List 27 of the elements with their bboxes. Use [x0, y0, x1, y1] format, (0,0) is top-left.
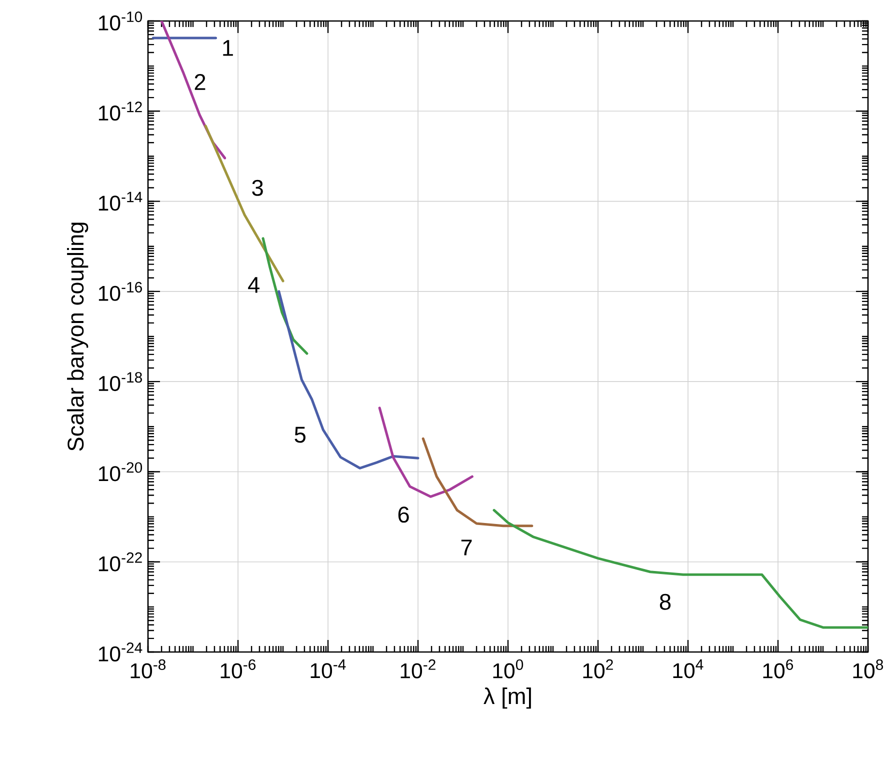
x-tick-label: 10$^{0}$	[493, 659, 524, 678]
y-tick-label: 10$^{-20}$	[98, 462, 142, 482]
y-axis-title: Scalar baryon coupling	[67, 222, 88, 451]
x-tick-label: 10$^{-6}$	[220, 659, 256, 678]
x-tick-label: 10$^{8}$	[853, 659, 884, 678]
y-tick-label: 10$^{-12}$	[98, 102, 142, 121]
series-label: 4	[248, 277, 260, 293]
x-tick-label: 10$^{2}$	[583, 659, 613, 678]
series-label: 8	[660, 594, 671, 610]
x-tick-label: 10$^{6}$	[763, 659, 794, 678]
series-label: 5	[294, 426, 306, 443]
x-axis-title: λ [m]	[484, 688, 531, 709]
x-tick-label: 10$^{-8}$	[130, 659, 166, 678]
series-label: 3	[252, 180, 263, 196]
x-tick-label: 10$^{-2}$	[400, 659, 436, 678]
y-tick-label: 10$^{-18}$	[98, 372, 142, 392]
y-tick-label: 10$^{-24}$	[98, 642, 142, 662]
series-label: 7	[461, 540, 472, 556]
x-tick-label: 10$^{4}$	[673, 659, 704, 678]
y-tick-label: 10$^{-16}$	[98, 282, 142, 301]
series-label: 2	[194, 74, 206, 90]
y-tick-label: 10$^{-10}$	[98, 12, 142, 31]
series-label: 6	[398, 506, 409, 523]
y-tick-label: 10$^{-22}$	[98, 552, 142, 572]
x-tick-label: 10$^{-4}$	[310, 659, 346, 678]
series-label: 1	[223, 40, 233, 56]
y-tick-label: 10$^{-14}$	[98, 192, 142, 211]
